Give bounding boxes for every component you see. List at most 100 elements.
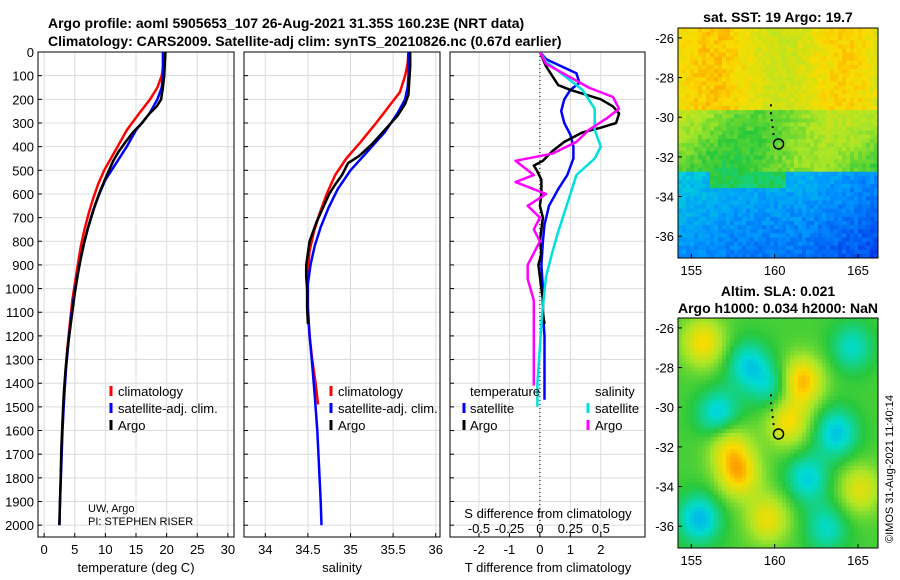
- map-cell: [734, 122, 739, 128]
- map-cell: [774, 367, 779, 372]
- map-cell: [874, 106, 878, 111]
- map-cell: [774, 221, 779, 226]
- map-cell: [734, 171, 739, 177]
- map-cell: [742, 208, 747, 214]
- map-cell: [710, 151, 715, 156]
- map-cell: [754, 167, 759, 173]
- map-cell: [858, 245, 863, 251]
- map-cell: [754, 192, 759, 197]
- map-cell: [738, 159, 743, 165]
- map-cell: [738, 114, 743, 119]
- map-cell: [802, 245, 807, 251]
- map-cell: [758, 188, 763, 193]
- map-cell: [874, 233, 878, 239]
- map-cell: [842, 363, 847, 368]
- map-cell: [786, 437, 791, 442]
- map-cell: [766, 40, 771, 46]
- map-cell: [810, 101, 815, 107]
- map-cell: [754, 469, 759, 475]
- map-cell: [718, 155, 723, 161]
- map-cell: [722, 371, 727, 377]
- map-cell: [778, 408, 783, 414]
- map-cell: [870, 416, 875, 422]
- map-cell: [754, 330, 759, 336]
- map-cell: [754, 64, 759, 70]
- map-cell: [722, 134, 727, 140]
- map-cell: [742, 28, 747, 33]
- map-cell: [766, 375, 771, 381]
- map-cell: [858, 379, 863, 385]
- salinity-panel: 34 34.5 35 35.5 36: [243, 51, 443, 557]
- map-cell: [714, 465, 719, 471]
- map-cell: [730, 350, 735, 356]
- map-cell: [730, 48, 735, 54]
- map-cell: [686, 138, 691, 144]
- map-cell: [810, 363, 815, 368]
- map-cell: [694, 106, 699, 111]
- map-cell: [698, 212, 703, 218]
- map-cell: [734, 404, 739, 409]
- map-cell: [718, 391, 723, 397]
- map-cell: [826, 188, 831, 193]
- map-cell: [706, 375, 711, 381]
- map-cell: [690, 404, 695, 409]
- map-cell: [742, 221, 747, 226]
- map-cell: [822, 188, 827, 193]
- map-cell: [770, 457, 775, 463]
- map-cell: [838, 318, 843, 323]
- map-cell: [718, 64, 723, 70]
- map-cell: [766, 200, 771, 206]
- map-cell: [726, 171, 731, 177]
- map-cell: [766, 253, 771, 258]
- map-cell: [778, 245, 783, 251]
- map-cell: [722, 122, 727, 128]
- map-cell: [706, 408, 711, 414]
- map-cell: [730, 163, 735, 169]
- map-cell: [686, 52, 691, 58]
- map-cell: [850, 449, 855, 455]
- map-cell: [746, 441, 751, 446]
- map-cell: [754, 159, 759, 165]
- map-cell: [750, 453, 755, 459]
- map-cell: [758, 36, 763, 41]
- map-cell: [858, 249, 863, 255]
- map-cell: [858, 163, 863, 169]
- map-cell: [762, 200, 767, 206]
- map-cell: [826, 143, 831, 148]
- map-cell: [678, 229, 683, 234]
- map-cell: [690, 383, 695, 389]
- map-cell: [710, 249, 715, 255]
- map-cell: [830, 134, 835, 140]
- map-cell: [818, 412, 823, 418]
- map-cell: [842, 465, 847, 471]
- map-cell: [718, 330, 723, 336]
- map-cell: [814, 233, 819, 239]
- map-cell: [818, 44, 823, 50]
- map-cell: [858, 334, 863, 340]
- map-cell: [778, 138, 783, 144]
- map-cell: [782, 159, 787, 165]
- map-cell: [846, 167, 851, 173]
- map-cell: [678, 375, 683, 381]
- map-cell: [854, 229, 859, 234]
- map-cell: [782, 420, 787, 426]
- map-cell: [842, 221, 847, 226]
- map-cell: [694, 32, 699, 37]
- map-cell: [682, 404, 687, 409]
- map-cell: [782, 449, 787, 455]
- map-cell: [794, 192, 799, 197]
- map-cell: [718, 338, 723, 344]
- map-cell: [794, 445, 799, 451]
- map-cell: [694, 379, 699, 385]
- map-cell: [850, 114, 855, 119]
- map-cell: [682, 163, 687, 169]
- map-cell: [762, 73, 767, 78]
- map-cell: [870, 461, 875, 467]
- map-cell: [798, 93, 803, 99]
- map-cell: [846, 322, 851, 327]
- map-cell: [754, 134, 759, 140]
- map-cell: [826, 60, 831, 66]
- map-cell: [726, 130, 731, 136]
- map-cell: [838, 200, 843, 206]
- map-cell: [718, 73, 723, 78]
